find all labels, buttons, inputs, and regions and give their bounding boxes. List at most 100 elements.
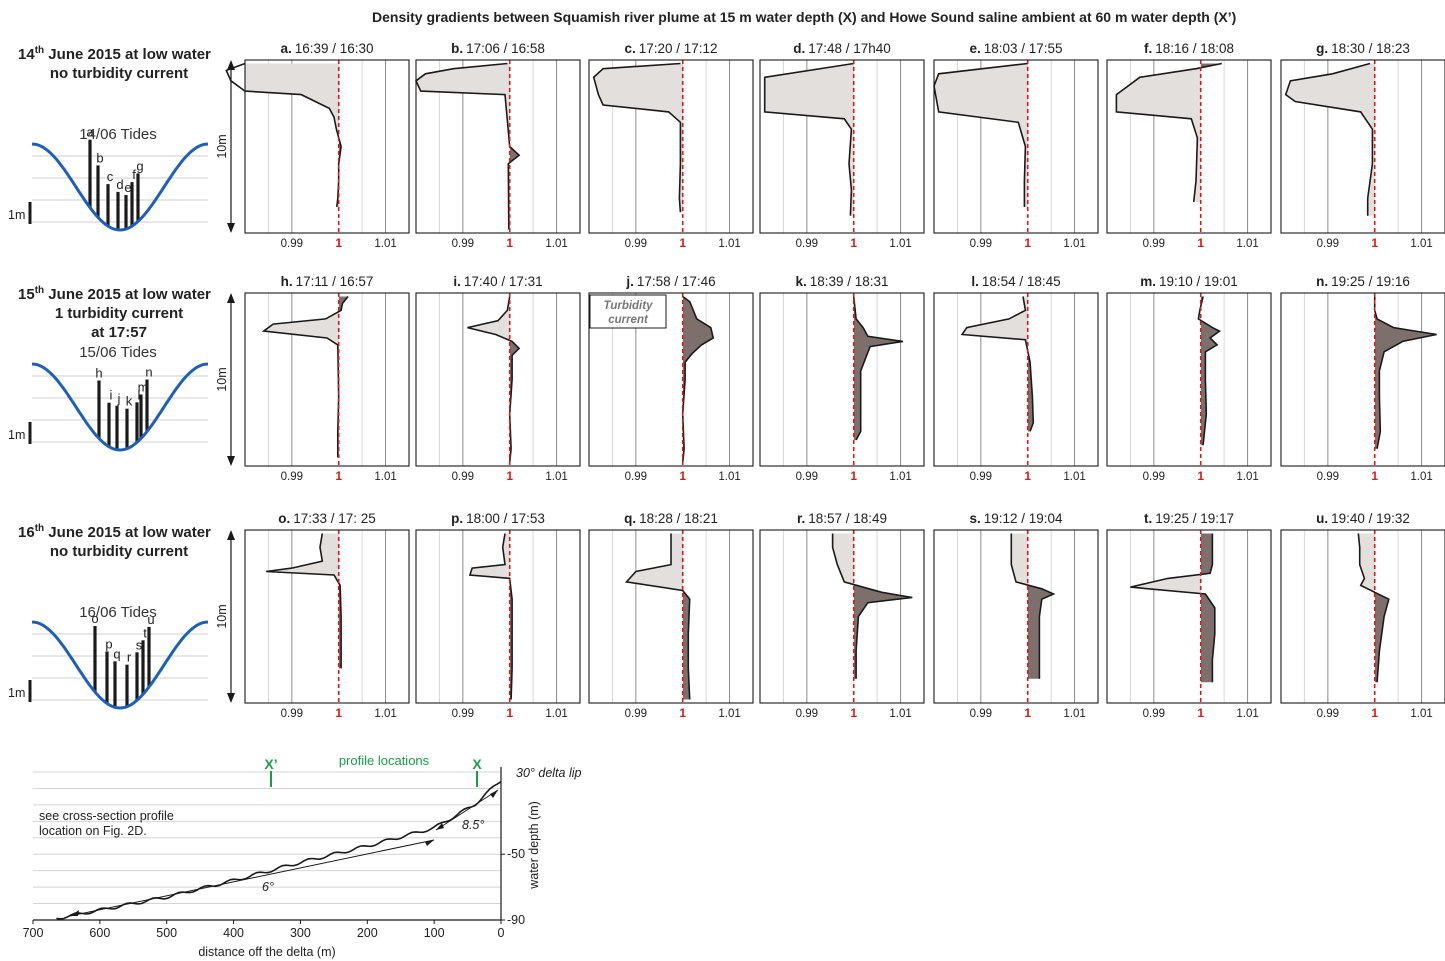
panel-title: c. 17:20 / 17:12 [624,41,717,56]
panel-title: b. 17:06 / 16:58 [451,41,545,56]
tide-curve [31,142,209,232]
panel-frame [1106,292,1272,467]
tick-label: 0.99 [1143,238,1165,250]
tide-bar-letter: r [127,650,132,665]
panel-title: j. 17:58 / 17:46 [625,274,715,289]
tick-label: 0.99 [970,708,992,720]
panel-letter: d. [793,41,805,56]
depth-arrow-head [227,693,235,703]
tick-label: 1 [1197,706,1204,720]
panel-title: o. 17:33 / 17: 25 [278,511,376,526]
tick-label: 1 [1371,469,1378,483]
profile-panel-d: d. 17:48 / 17h40 0.99 1 1.01 [759,41,925,250]
slope-arrow-6 [69,839,435,917]
xprime-marker-label: X’ [264,756,277,772]
panel-title: l. 18:54 / 18:45 [971,274,1060,289]
panel-letter: r. [797,511,805,526]
tide-curve [31,362,209,452]
depth-arrow-head [227,293,235,303]
tick-label: 0.99 [281,238,303,250]
panel-title: p. 18:00 / 17:53 [451,511,545,526]
denser-fill [1200,533,1215,683]
panel-title: f. 18:16 / 18:08 [1144,41,1234,56]
x-marker-label: X [472,756,482,772]
tide-bar-letter: u [147,612,154,627]
slope-label-85: 8.5° [462,818,484,832]
slope-arrowhead [436,823,444,830]
tick-label: 1.01 [1410,471,1432,483]
lighter-fill [1198,296,1201,446]
profile-line [831,533,913,679]
lighter-fill [934,63,1028,207]
tick-label: 0.99 [970,238,992,250]
row-subtitle: no turbidity current [50,543,188,560]
profile-line [1130,533,1216,683]
row-title: 14th June 2015 at low water [18,45,211,63]
lighter-fill [962,296,1028,432]
row-title-day: 16 [18,524,35,541]
profile-panel-s: s. 19:12 / 19:04 0.99 1 1.01 [933,511,1099,720]
profile-panel-r: r. 18:57 / 18:49 0.99 1 1.01 [759,511,925,720]
profile-panel-n: n. 19:25 / 19:16 0.99 1 1.01 [1280,274,1445,483]
tick-label: 1 [679,469,686,483]
lighter-fill [1011,533,1028,679]
tick-label: 0.99 [970,471,992,483]
lighter-fill [469,533,510,700]
tick-label: 1 [1371,706,1378,720]
tick-label: 1 [679,236,686,250]
lighter-fill [764,63,854,216]
panel-letter: s. [969,511,980,526]
scale-label: 1m [8,428,25,442]
panel-time: 17:11 / 16:57 [296,274,374,289]
figure-title: Density gradients between Squamish river… [372,9,1236,25]
panel-time: 17:20 / 17:12 [639,41,718,56]
panel-letter: h. [281,274,293,289]
tide-label: 16/06 Tides [79,604,157,621]
profile-line [1115,62,1222,202]
tide-curve [31,620,209,710]
tide-bar-letter: s [136,637,143,652]
tide-bar-letter: h [95,365,102,380]
tide-bar-letter: n [145,365,152,380]
profile-panel-e: e. 18:03 / 17:55 0.99 1 1.01 [933,41,1099,250]
tick-label: 1.01 [1236,238,1258,250]
panel-time: 19:25 / 19:16 [1331,274,1410,289]
panel-frame [1280,529,1445,704]
panel-frame [1106,529,1272,704]
profile-panel-q: q. 18:28 / 18:21 0.99 1 1.01 [588,511,754,720]
panel-frame [244,292,410,467]
tick-label: 1 [1197,236,1204,250]
lighter-fill [593,63,683,213]
tick-label: 1.01 [545,471,567,483]
profile-panel-i: i. 17:40 / 17:31 0.99 1 1.01 [415,274,581,483]
xsec-y-tick-label: -50 [507,847,525,861]
profile-line [415,62,521,230]
tick-label: 1 [1371,236,1378,250]
tide-bar-letter: p [105,636,112,651]
panel-time: 17:40 / 17:31 [464,274,543,289]
row-title: 15th June 2015 at low water [18,285,211,303]
row-title-sup: th [35,285,44,296]
profile-panel-f: f. 18:16 / 18:08 0.99 1 1.01 [1106,41,1272,250]
depth-arrow-head [227,530,235,540]
profile-line [592,62,682,213]
panel-frame [759,529,925,704]
depth-scale-2: 10m [215,293,235,466]
profile-panel-p: p. 18:00 / 17:53 0.99 1 1.01 [415,511,581,720]
panel-time: 19:40 / 19:32 [1331,511,1410,526]
tide-label: 14/06 Tides [79,126,157,143]
panel-letter: c. [624,41,635,56]
panel-frame [588,529,754,704]
depth-scale-label: 10m [215,604,229,628]
tide-bar-letter: i [110,388,113,403]
turbidity-label: current [608,314,649,326]
panel-time: 18:30 / 18:23 [1331,41,1410,56]
panel-title: i. 17:40 / 17:31 [453,274,542,289]
panel-letter: j. [625,274,634,289]
panel-time: 17:06 / 16:58 [466,41,545,56]
xsec-y-label: water depth (m) [527,801,541,890]
panel-time: 18:03 / 17:55 [984,41,1063,56]
denser-fill [1374,310,1437,449]
tick-label: 1.01 [374,471,396,483]
lighter-fill [1374,296,1375,449]
